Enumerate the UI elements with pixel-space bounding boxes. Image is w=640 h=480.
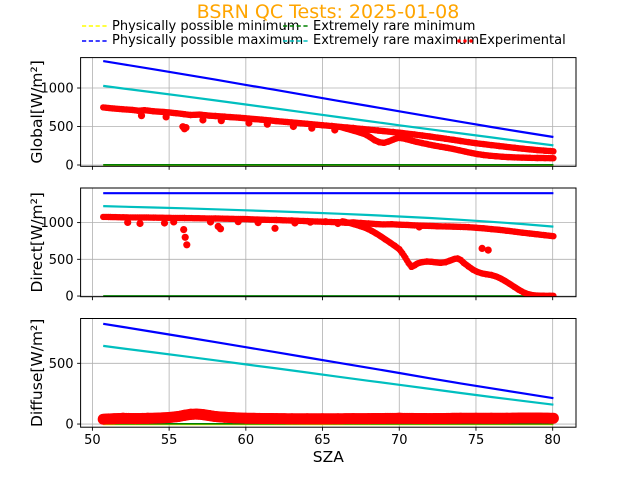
series-physically-possible-maximum bbox=[103, 322, 554, 400]
axes-frame bbox=[80, 187, 577, 298]
series-extremely-rare-maximum bbox=[103, 344, 554, 406]
legend-item-extremely-rare-maximum: Extremely rare maximum bbox=[283, 33, 480, 48]
y-tick-label: 1000 bbox=[41, 82, 74, 97]
legend-label: Physically possible maximum bbox=[112, 33, 304, 48]
dashed-line-marker-icon bbox=[82, 39, 108, 42]
legend-label: Extremely rare maximum bbox=[313, 33, 480, 48]
legend-label: Experimental bbox=[479, 33, 566, 48]
legend-label: Extremely rare minimum bbox=[313, 18, 476, 34]
dashed-line-marker-icon bbox=[82, 25, 108, 27]
x-tick-label: 80 bbox=[544, 433, 561, 448]
x-tick-label: 75 bbox=[468, 433, 485, 448]
y-axis-label: Diffuse[W/m²] bbox=[28, 319, 46, 427]
axes-frame bbox=[80, 318, 577, 428]
series-experimental bbox=[97, 408, 559, 425]
legend-label: Physically possible minimum bbox=[112, 18, 300, 34]
x-tick-label: 50 bbox=[84, 433, 101, 448]
legend-item-physically-possible-minimum: Physically possible minimum bbox=[82, 18, 300, 34]
x-tick-label: 70 bbox=[391, 433, 408, 448]
dashed-line-marker-icon bbox=[283, 25, 309, 27]
legend-item-extremely-rare-minimum: Extremely rare minimum bbox=[283, 18, 476, 34]
y-tick-label: 500 bbox=[49, 357, 74, 372]
x-tick-label: 65 bbox=[314, 433, 331, 448]
series-extremely-rare-maximum bbox=[103, 205, 554, 228]
x-axis-label: SZA bbox=[313, 448, 344, 466]
y-tick-label: 0 bbox=[65, 290, 73, 305]
dashed-line-marker-icon bbox=[283, 39, 309, 42]
y-tick-label: 500 bbox=[49, 120, 74, 135]
figure-legend: Physically possible minimum Physically po… bbox=[0, 0, 640, 50]
y-tick-label: 1000 bbox=[41, 216, 74, 231]
legend-item-physically-possible-maximum: Physically possible maximum bbox=[82, 33, 304, 48]
y-tick-label: 0 bbox=[65, 418, 73, 433]
series-physically-possible-maximum bbox=[103, 60, 554, 139]
y-axis-label: Direct[W/m²] bbox=[28, 192, 46, 292]
axes-frame bbox=[80, 57, 577, 167]
legend-item-experimental: Experimental bbox=[455, 33, 566, 48]
y-tick-label: 500 bbox=[49, 253, 74, 268]
series-experimental bbox=[100, 213, 557, 297]
series-experimental bbox=[100, 104, 557, 162]
y-tick-label: 0 bbox=[65, 158, 73, 173]
x-tick-label: 60 bbox=[238, 433, 255, 448]
series-extremely-rare-maximum bbox=[103, 84, 554, 147]
y-axis-label: Global[W/m²] bbox=[28, 60, 46, 163]
x-tick-label: 55 bbox=[161, 433, 178, 448]
dotted-line-marker-icon bbox=[457, 38, 473, 43]
figure-title: BSRN QC Tests: 2025-01-08 bbox=[196, 1, 460, 23]
